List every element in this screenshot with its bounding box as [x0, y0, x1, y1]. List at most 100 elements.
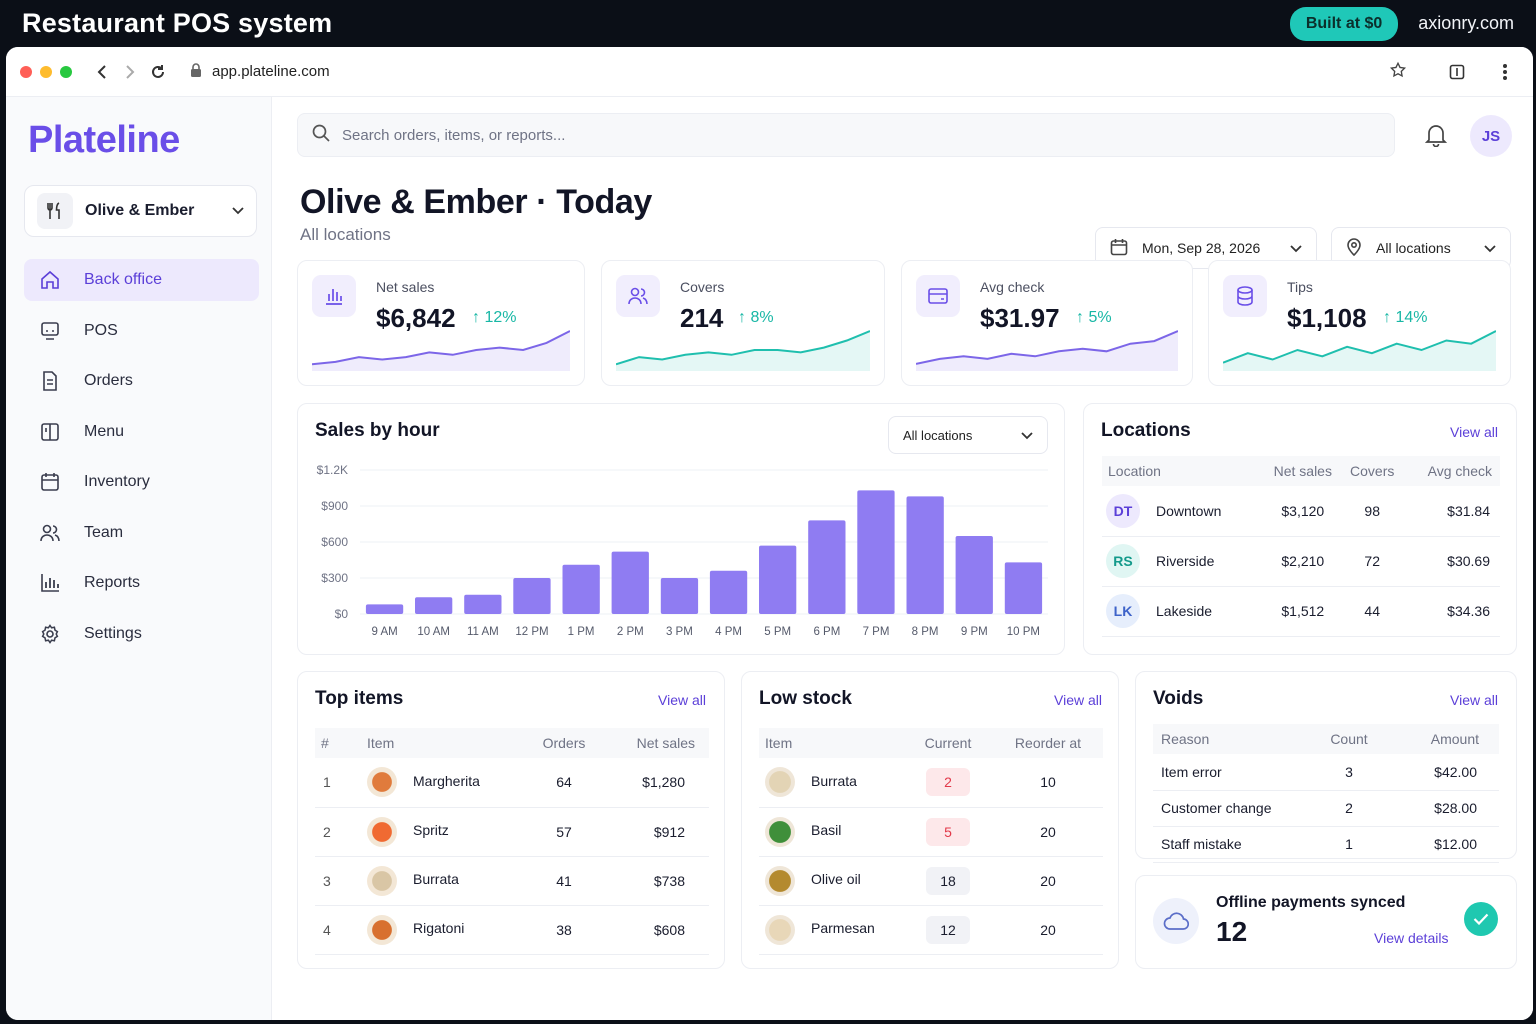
- bar[interactable]: [857, 490, 895, 614]
- bar[interactable]: [955, 536, 993, 614]
- minimize-window-button[interactable]: [40, 65, 52, 78]
- bar[interactable]: [415, 597, 453, 614]
- bell-icon[interactable]: [1424, 123, 1448, 152]
- site-link[interactable]: axionry.com: [1418, 13, 1514, 33]
- search-input[interactable]: Search orders, items, or reports...: [297, 113, 1395, 157]
- current-stock: 18: [926, 866, 970, 895]
- bar[interactable]: [562, 564, 600, 614]
- close-window-button[interactable]: [20, 65, 32, 78]
- sidebar-nav: Back office POS Orders Menu Inventory Team Rep…: [24, 259, 259, 663]
- maximize-window-button[interactable]: [60, 65, 72, 78]
- search-placeholder: Search orders, items, or reports...: [342, 126, 566, 144]
- bar[interactable]: [365, 604, 404, 614]
- table-row[interactable]: 4 Rigatoni 38 $608: [315, 905, 709, 955]
- voids-table: Reason Count Amount Item error 3 $42.00 Cus…: [1153, 724, 1499, 863]
- bar-chart-icon: [312, 275, 356, 317]
- sales-location-filter[interactable]: All locations: [888, 416, 1048, 454]
- y-tick-label: $1.2K: [317, 463, 348, 477]
- table-row[interactable]: LK Lakeside $1,512 44 $34.36: [1102, 586, 1500, 637]
- sidebar-item-orders[interactable]: Orders: [24, 360, 259, 402]
- column-header: Item: [357, 728, 519, 758]
- arrow-up-icon: ↑: [1383, 309, 1391, 326]
- page-title: Olive & Ember · Today: [300, 183, 652, 221]
- x-tick-label: 11 AM: [467, 626, 499, 638]
- location-avatar: DT: [1106, 493, 1140, 528]
- reorder-at: 20: [993, 807, 1103, 857]
- sales-bar-chart: $0 $300 $600 $900 $1.2K 9 AM 10 AM 11 AM 12 PM 1 …: [317, 463, 1048, 638]
- sidebar-item-menu[interactable]: Menu: [24, 411, 259, 453]
- item-thumbnail: [367, 865, 397, 896]
- more-menu-icon[interactable]: [1495, 62, 1515, 82]
- browser-chrome: app.plateline.com: [6, 47, 1533, 97]
- table-row[interactable]: 1 Margherita 64 $1,280: [315, 758, 709, 808]
- table-row[interactable]: Customer change 2 $28.00: [1153, 790, 1499, 827]
- table-row[interactable]: Staff mistake 1 $12.00: [1153, 826, 1499, 863]
- bar[interactable]: [611, 551, 649, 614]
- table-row[interactable]: 3 Burrata 41 $738: [315, 856, 709, 906]
- void-amount: $28.00: [1389, 790, 1499, 827]
- sidebar-item-inventory[interactable]: Inventory: [24, 461, 259, 503]
- item-name: Burrata: [413, 871, 459, 888]
- bar[interactable]: [906, 496, 944, 614]
- sidebar-item-settings[interactable]: Settings: [24, 613, 259, 655]
- table-row[interactable]: RS Riverside $2,210 72 $30.69: [1102, 536, 1500, 587]
- location-covers: 72: [1342, 536, 1403, 587]
- item-orders: 41: [519, 856, 609, 906]
- sparkline-line: [1223, 330, 1496, 364]
- sidebar-toggle-icon[interactable]: [1447, 62, 1467, 82]
- bar[interactable]: [709, 570, 748, 614]
- location-avg-check: $34.36: [1402, 586, 1500, 637]
- item-orders: 64: [519, 758, 609, 808]
- kpi-sparkline: [1223, 330, 1496, 371]
- sidebar-item-pos[interactable]: POS: [24, 310, 259, 352]
- x-tick-label: 4 PM: [715, 626, 742, 638]
- bar[interactable]: [759, 545, 797, 614]
- item-name: Margherita: [413, 772, 480, 789]
- bar[interactable]: [464, 594, 502, 614]
- bar[interactable]: [660, 578, 699, 614]
- item-name: Olive oil: [811, 871, 861, 888]
- bookmark-star-icon[interactable]: [1389, 61, 1407, 83]
- avatar[interactable]: JS: [1470, 115, 1512, 157]
- restaurant-switcher[interactable]: Olive & Ember: [24, 185, 257, 237]
- table-row[interactable]: 2 Spritz 57 $912: [315, 807, 709, 857]
- voids-view-all-link[interactable]: View all: [1450, 692, 1498, 708]
- reload-icon[interactable]: [150, 64, 166, 80]
- sidebar-item-label: Reports: [84, 574, 141, 591]
- table-row[interactable]: Item error 3 $42.00: [1153, 754, 1499, 791]
- rank: 2: [315, 807, 357, 857]
- x-tick-label: 2 PM: [617, 626, 644, 638]
- app-logo[interactable]: Plateline: [28, 119, 180, 161]
- voids-card: Voids View all Reason Count Amount Item …: [1135, 671, 1517, 863]
- bar[interactable]: [1004, 562, 1043, 614]
- bar[interactable]: [513, 578, 551, 614]
- sidebar-item-reports[interactable]: Reports: [24, 562, 259, 604]
- locations-view-all-link[interactable]: View all: [1450, 424, 1498, 440]
- offline-payments-card: Offline payments synced 12 View details: [1135, 875, 1517, 969]
- view-details-link[interactable]: View details: [1374, 930, 1449, 946]
- low-stock-view-all-link[interactable]: View all: [1054, 692, 1102, 708]
- top-items-view-all-link[interactable]: View all: [658, 692, 706, 708]
- item-thumbnail: [765, 767, 795, 798]
- table-row[interactable]: DT Downtown $3,120 98 $31.84: [1102, 486, 1500, 537]
- table-row[interactable]: Parmesan 12 20: [759, 905, 1103, 955]
- sidebar-item-back-office[interactable]: Back office: [24, 259, 259, 301]
- forward-icon[interactable]: [122, 64, 138, 80]
- bar[interactable]: [808, 520, 846, 614]
- card-title: Low stock: [759, 688, 852, 709]
- url-text: app.plateline.com: [212, 63, 330, 80]
- table-row[interactable]: Basil 5 20: [759, 807, 1103, 857]
- table-row[interactable]: Burrata 2 10: [759, 758, 1103, 808]
- built-badge[interactable]: Built at $0: [1289, 6, 1399, 41]
- reorder-at: 10: [993, 758, 1103, 808]
- sidebar-item-team[interactable]: Team: [24, 512, 259, 554]
- address-bar[interactable]: app.plateline.com: [178, 54, 1419, 90]
- sidebar-item-label: Orders: [84, 372, 133, 389]
- sidebar-item-label: Settings: [84, 624, 142, 642]
- item-thumbnail: [367, 816, 397, 847]
- location-avatar: RS: [1106, 544, 1140, 578]
- back-icon[interactable]: [94, 64, 110, 80]
- sparkline-line: [916, 330, 1178, 365]
- table-row[interactable]: Olive oil 18 20: [759, 856, 1103, 906]
- location-covers: 44: [1342, 586, 1403, 637]
